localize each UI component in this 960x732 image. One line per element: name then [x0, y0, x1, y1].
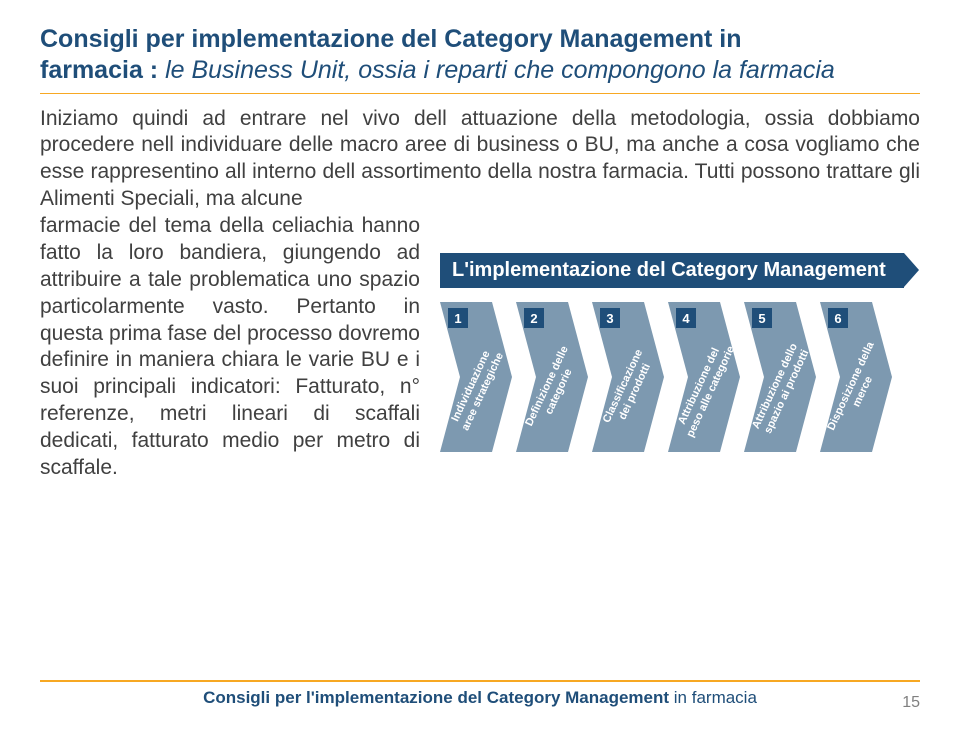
slide: Consigli per implementazione del Categor…: [0, 0, 960, 732]
footer: Consigli per l'implementazione del Categ…: [40, 680, 920, 708]
title-line2: farmacia : le Business Unit, ossia i rep…: [40, 55, 920, 86]
diagram-step: 6Disposizione dellamerce: [820, 302, 892, 452]
diagram-step: 3Classificazionedei prodotti: [592, 302, 664, 452]
body-paragraph-left: farmacie del tema della celiachia hanno …: [40, 213, 420, 482]
diagram-step: 1Individuazionearee strategiche: [440, 302, 512, 452]
footer-rest: in farmacia: [669, 688, 757, 707]
body-paragraph-full: Iniziamo quindi ad entrare nel vivo dell…: [40, 106, 920, 214]
title-line2-italic: le Business Unit, ossia i reparti che co…: [165, 56, 835, 84]
diagram-steps: 1Individuazionearee strategiche2Definizi…: [440, 302, 920, 452]
slide-title: Consigli per implementazione del Categor…: [40, 24, 920, 87]
footer-bold: Consigli per l'implementazione del Categ…: [203, 688, 669, 707]
page-number: 15: [902, 694, 920, 712]
step-number: 6: [828, 308, 848, 328]
divider-bottom: [40, 680, 920, 682]
footer-text: Consigli per l'implementazione del Categ…: [40, 688, 920, 708]
two-col: farmacie del tema della celiachia hanno …: [40, 213, 920, 482]
step-number: 3: [600, 308, 620, 328]
diagram-step: 2Definizione dellecategorie: [516, 302, 588, 452]
diagram-step: 4Attribuzione delpeso alle categorie: [668, 302, 740, 452]
diagram-title: L'implementazione del Category Managemen…: [440, 253, 904, 288]
step-number: 5: [752, 308, 772, 328]
divider-top: [40, 93, 920, 94]
title-line2-bold: farmacia :: [40, 56, 165, 84]
diagram: L'implementazione del Category Managemen…: [440, 213, 920, 452]
diagram-step: 5Attribuzione dellospazio ai prodotti: [744, 302, 816, 452]
step-number: 1: [448, 308, 468, 328]
step-number: 2: [524, 308, 544, 328]
title-line1: Consigli per implementazione del Categor…: [40, 24, 920, 55]
step-number: 4: [676, 308, 696, 328]
